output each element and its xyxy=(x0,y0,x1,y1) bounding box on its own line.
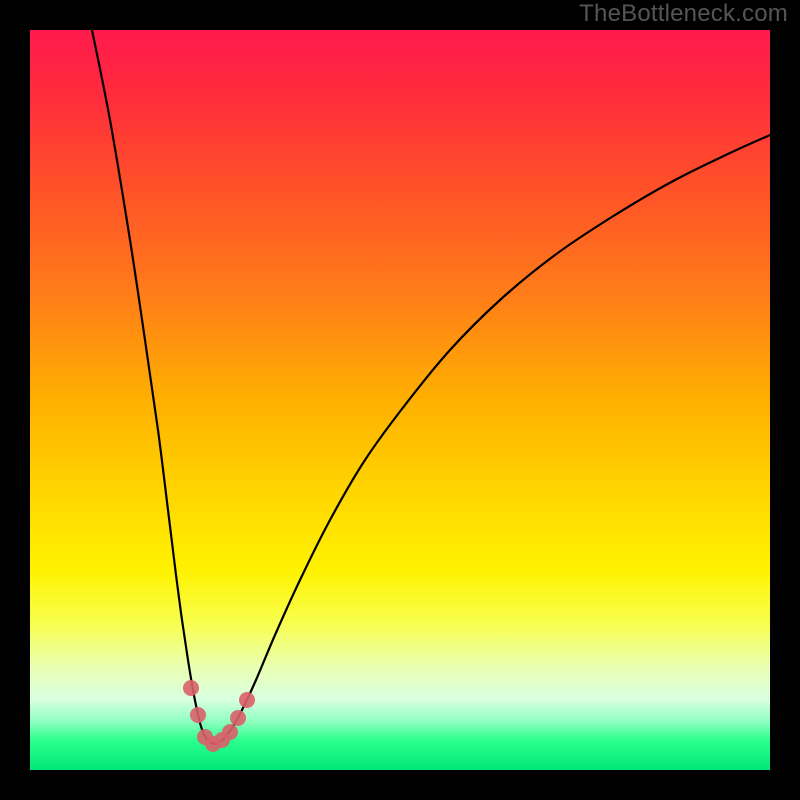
gradient-background xyxy=(30,30,770,770)
plot-frame xyxy=(0,0,800,800)
chart-container: TheBottleneck.com xyxy=(0,0,800,800)
watermark-text: TheBottleneck.com xyxy=(579,0,788,28)
